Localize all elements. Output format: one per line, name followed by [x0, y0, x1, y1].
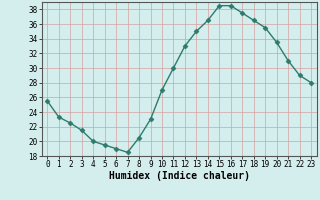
X-axis label: Humidex (Indice chaleur): Humidex (Indice chaleur) — [109, 171, 250, 181]
